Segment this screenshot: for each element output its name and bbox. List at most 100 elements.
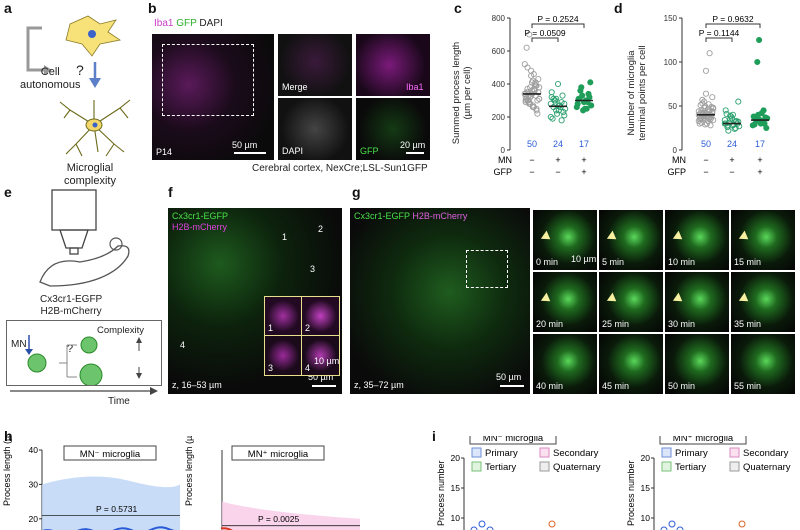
- gfp-sign: −: [703, 167, 708, 177]
- i-legend-swatch: [729, 447, 740, 458]
- bracket: [531, 37, 559, 42]
- marker-4: 4: [180, 340, 186, 350]
- line1-label: Cx3cr1-EGFP: [172, 211, 229, 221]
- data-point: [526, 31, 533, 38]
- microglial-complexity-label: Microglial complexity: [64, 162, 116, 187]
- data-point: [534, 110, 541, 117]
- i-legend-swatch: [661, 461, 672, 472]
- mn-sign: +: [555, 155, 560, 165]
- i-legend-swatch: [539, 447, 550, 458]
- h-line-right: [221, 527, 233, 530]
- inset-4: 4: [305, 363, 311, 373]
- i-legend-label: Primary: [675, 448, 708, 459]
- scale-bar-f: [312, 385, 336, 387]
- h-ylabel-right: Process length (µm): [184, 436, 194, 506]
- microscope-icon: [51, 189, 97, 231]
- mouse-line-label: Cx3cr1-EGFP H2B-mCherry: [40, 294, 103, 317]
- i-tick-label: 20: [641, 453, 651, 463]
- timelapse-tile: 15 min: [731, 210, 795, 270]
- i-legend-swatch: [471, 447, 482, 458]
- data-point: [706, 50, 713, 57]
- small-scale-bar: [406, 152, 424, 154]
- y-tick-label: 50: [668, 102, 677, 111]
- panel-label-g: g: [352, 184, 361, 200]
- time-label: 10 min: [668, 257, 696, 267]
- mouse-icon: [39, 245, 130, 287]
- gfp-row-label: GFP: [667, 167, 686, 177]
- data-point: [707, 116, 714, 123]
- data-point: [723, 110, 730, 117]
- time-label: 20 min: [536, 319, 564, 329]
- time-label: 15 min: [734, 257, 762, 267]
- chart-c: 0 200 400 600 800 50 24 17 P = 0.0509 P = 0.2524 M…: [492, 14, 595, 177]
- roi-box-g: [466, 250, 508, 288]
- i-legend-swatch: [661, 447, 672, 458]
- h-band-right: [222, 501, 360, 530]
- panel-label-a: a: [4, 0, 12, 16]
- inset-2: 2: [305, 323, 311, 333]
- p-value-2: P = 0.9632: [712, 14, 753, 24]
- i-legend-swatch: [539, 461, 550, 472]
- i-legend-label: Secondary: [743, 448, 789, 459]
- i-title-box: [659, 436, 747, 445]
- data-point: [732, 118, 739, 125]
- data-point: [696, 120, 703, 127]
- timelapse-tile: 0 min 10 µm: [533, 210, 597, 270]
- y-tick-label: 0: [501, 146, 506, 155]
- panel-label-e: e: [4, 184, 12, 200]
- data-point: [695, 117, 702, 125]
- arrowhead-icon: [738, 230, 752, 244]
- merge-label: Merge: [282, 82, 308, 92]
- y-tick-label: 600: [492, 47, 506, 56]
- panel-label-c: c: [454, 0, 462, 16]
- time-label: 40 min: [536, 381, 564, 391]
- data-point: [758, 109, 765, 117]
- data-point: [759, 119, 766, 126]
- mn-sign: −: [529, 155, 534, 165]
- bracket: [705, 23, 761, 28]
- bracket: [705, 37, 733, 42]
- marker-2: 2: [318, 224, 324, 234]
- data-point: [547, 113, 554, 121]
- data-point: [561, 112, 568, 119]
- h-title-box-left: [63, 445, 157, 461]
- question-mark-e: ?: [67, 343, 74, 355]
- data-point: [697, 109, 704, 117]
- roi-box: [162, 44, 254, 116]
- h-band-left: [42, 476, 180, 530]
- image-f: Cx3cr1-EGFP H2B-mCherry z, 16–53 µm 50 µ…: [168, 208, 342, 394]
- i-tick-label: 10: [451, 513, 461, 523]
- timelapse-tile: 35 min: [731, 272, 795, 332]
- cell-autonomous-label: Cell autonomous: [20, 66, 81, 91]
- data-point: [583, 105, 590, 112]
- data-point: [722, 107, 729, 114]
- data-point: [587, 79, 594, 86]
- data-point: [751, 121, 758, 128]
- age-label: P14: [156, 147, 173, 157]
- gfp-sign: +: [581, 167, 586, 177]
- inset-scale-label: 10 µm: [314, 356, 340, 366]
- y-tick-label: 800: [492, 14, 506, 23]
- arrowhead-icon: [540, 292, 554, 306]
- marker-1: 1: [282, 232, 288, 242]
- gfp-row-label: GFP: [493, 167, 512, 177]
- i-legend-swatch: [729, 461, 740, 472]
- data-point: [586, 94, 593, 101]
- data-point: [699, 100, 706, 107]
- time-label: 0 min: [536, 257, 559, 267]
- scale-label-f: 50 µm: [308, 372, 334, 382]
- panel-label-b: b: [148, 0, 157, 16]
- line2-label: H2B-mCherry: [172, 222, 228, 232]
- h-tick-label: 30: [29, 479, 39, 489]
- inset-3: 3: [268, 363, 274, 373]
- i-title-box: [469, 436, 557, 445]
- data-point: [558, 99, 565, 106]
- gfp-sign: −: [529, 167, 534, 177]
- data-point: [699, 96, 706, 103]
- arrowhead-icon: [672, 292, 686, 306]
- data-point: [729, 111, 736, 118]
- data-point: [710, 104, 717, 111]
- i-legend-label: Primary: [485, 448, 518, 459]
- mn-sign: +: [757, 155, 762, 165]
- data-point: [588, 102, 595, 109]
